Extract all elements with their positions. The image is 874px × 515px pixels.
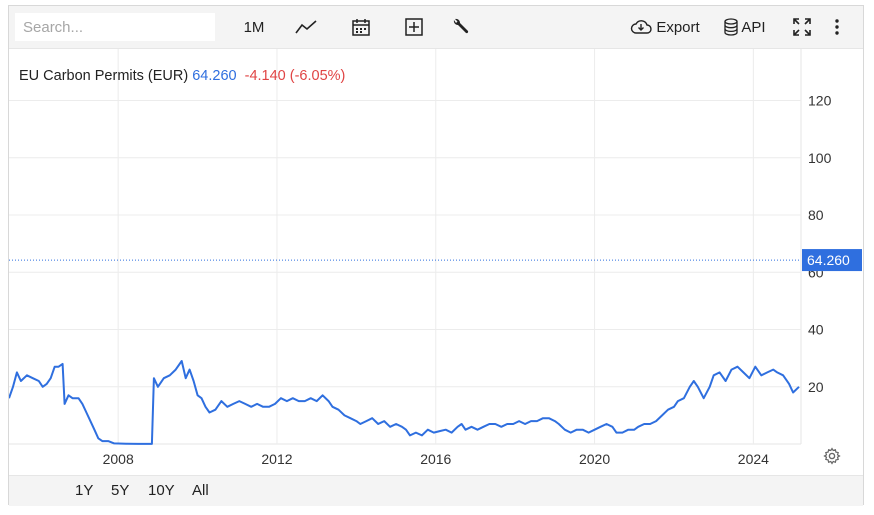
api-button[interactable]: API [721,12,769,42]
calendar-icon [351,17,371,37]
range-5y-button[interactable]: 5Y [111,482,130,499]
x-tick-label: 2012 [261,451,292,467]
date-range-button[interactable] [348,12,374,42]
cloud-download-icon [630,19,652,35]
x-tick-label: 2020 [579,451,610,467]
range-10y-button[interactable]: 10Y [148,482,175,499]
range-all-button[interactable]: All [192,482,209,499]
compare-button[interactable] [401,12,427,42]
period-label: 1M [243,18,265,36]
plus-box-icon [404,17,424,37]
x-tick-label: 2008 [103,451,134,467]
legend: EU Carbon Permits (EUR) 64.260 -4.140 (-… [19,68,345,84]
y-tick-label: 100 [808,150,832,166]
last-value-layer: 64.260 [9,249,862,272]
period-button[interactable]: 1M [241,12,267,42]
more-vertical-icon [834,18,840,36]
y-tick-label: 120 [808,93,832,109]
settings-button[interactable] [823,447,841,470]
export-label: Export [656,18,700,36]
last-value-tag [802,249,862,272]
last-value-label: 64.260 [807,252,850,268]
range-selector: 1Y 5Y 10Y All [9,475,863,506]
fullscreen-button[interactable] [789,12,815,42]
chart-widget: 1M Export [8,5,864,506]
x-tick-label: 2016 [420,451,451,467]
legend-series-name: EU Carbon Permits (EUR) [19,68,189,84]
chart-toolbar: 1M Export [9,6,863,49]
wrench-icon [450,17,470,37]
grid [9,49,802,445]
more-menu-button[interactable] [829,12,845,42]
series-line [9,360,800,445]
legend-price: 64.260 [192,68,237,84]
y-tick-label: 20 [808,379,824,395]
export-button[interactable]: Export [629,12,701,42]
line-chart-icon [295,19,317,35]
y-tick-label: 40 [808,322,824,338]
x-tick-label: 2024 [738,451,769,467]
api-label: API [741,18,766,36]
gear-icon [823,447,841,469]
database-icon [724,18,739,36]
y-tick-label: 80 [808,207,824,223]
chart-type-button[interactable] [293,12,319,42]
fullscreen-icon [792,17,812,37]
series-layer [9,360,800,445]
legend-change: -4.140 (-6.05%) [244,68,346,84]
x-axis: 2008 2012 2016 2020 2024 [103,451,770,467]
range-1y-button[interactable]: 1Y [75,482,94,499]
settings-tools-button[interactable] [447,12,473,42]
search-input[interactable] [15,13,215,41]
